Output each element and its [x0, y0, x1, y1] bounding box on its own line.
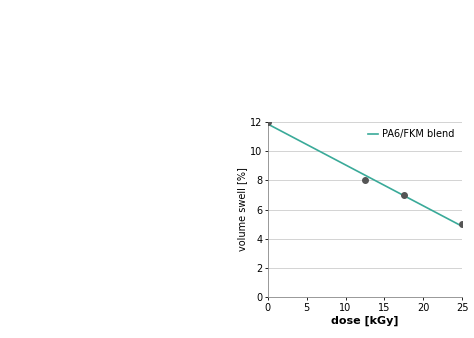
Y-axis label: volume swell [%]: volume swell [%] [237, 168, 247, 251]
X-axis label: dose [kGy]: dose [kGy] [331, 316, 399, 326]
Legend: PA6/FKM blend: PA6/FKM blend [365, 126, 457, 142]
